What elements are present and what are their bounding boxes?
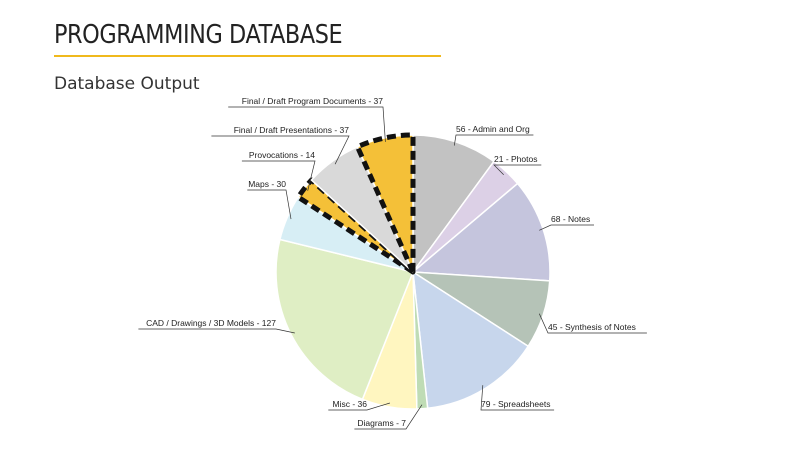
leader-line-8 — [138, 328, 295, 334]
leader-line-10 — [241, 160, 316, 191]
slice-label-2: 21 - Photos — [494, 154, 537, 164]
leader-line-9 — [247, 189, 292, 220]
leader-lines — [138, 106, 647, 430]
pie-slice-5 — [412, 270, 530, 410]
pie-slice-1 — [412, 134, 495, 275]
leader-line-5 — [480, 385, 555, 411]
leader-line-3 — [539, 224, 594, 231]
slice-label-8: CAD / Drawings / 3D Models - 127 — [146, 318, 276, 328]
chart-subtitle: Database Output — [54, 74, 200, 94]
slice-label-4: 45 - Synthesis of Notes — [548, 322, 636, 332]
slice-labels: 56 - Admin and Org 21 - Photos 68 - Notes 4… — [146, 96, 636, 428]
leader-line-2 — [493, 164, 542, 175]
slice-label-3: 68 - Notes — [551, 214, 590, 224]
slice-label-1: 56 - Admin and Org — [456, 124, 530, 134]
slice-label-12: Final / Draft Program Documents - 37 — [242, 96, 384, 106]
leader-line-11 — [211, 135, 350, 165]
pie-slice-8 — [275, 238, 415, 401]
leader-line-7 — [328, 402, 391, 411]
leader-line-12 — [228, 106, 386, 142]
slice-label-7: Misc - 36 — [333, 399, 368, 409]
slice-label-10: Provocations - 14 — [249, 150, 315, 160]
pie-slice-3 — [411, 182, 551, 282]
slice-label-11: Final / Draft Presentations - 37 — [234, 125, 350, 135]
slice-label-5: 79 - Spreadsheets — [481, 399, 550, 409]
pie-slices — [275, 132, 551, 410]
title-underline — [54, 55, 441, 57]
page-title: PROGRAMMING DATABASE — [54, 20, 343, 50]
slice-label-6: Diagrams - 7 — [357, 418, 406, 428]
slice-label-9: Maps - 30 — [248, 179, 286, 189]
leader-line-6 — [354, 404, 423, 430]
leader-line-1 — [453, 134, 534, 146]
leader-line-4 — [538, 313, 647, 334]
